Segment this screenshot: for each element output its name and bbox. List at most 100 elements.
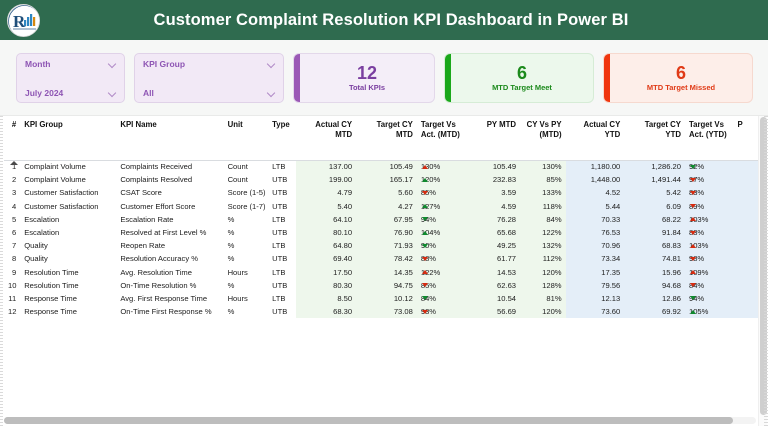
variance-value: 83% (688, 188, 705, 198)
cell-idx: 5 (4, 212, 21, 226)
cell-actual_ytd: 4.52 (565, 186, 625, 200)
column-header-cyvspy_mtd[interactable]: CY Vs PY (MTD) (520, 116, 566, 161)
variance-value: 83% (688, 227, 705, 237)
cell-target_ytd: 69.92 (624, 305, 685, 319)
cell-py_mtd: 232.83 (469, 173, 521, 187)
card-mtd-target-missed[interactable]: 6 MTD Target Missed (603, 52, 753, 103)
kpi-table-header: # KPI Group KPI Name Unit Type Actual CY MTD T… (4, 116, 764, 161)
cell-idx: 12 (4, 305, 21, 319)
cell-actual_mtd: 64.80 (296, 239, 357, 253)
cell-py_mtd: 10.54 (469, 291, 521, 306)
card-accent-bar (445, 53, 451, 102)
cell-tva_mtd: 104% (416, 225, 470, 240)
cell-actual_mtd: 4.79 (296, 186, 357, 200)
sort-ascending-icon[interactable] (10, 161, 18, 165)
column-header-actual_mtd[interactable]: Actual CY MTD (296, 116, 357, 161)
vertical-scrollbar-thumb[interactable] (760, 117, 767, 415)
cell-actual_ytd: 17.35 (565, 265, 625, 279)
arrow-down-icon (689, 190, 696, 195)
cell-tva_mtd: 84% (416, 291, 470, 306)
cell-actual_ytd: 12.13 (565, 291, 625, 306)
cell-cyvspy_mtd: 133% (520, 186, 566, 200)
cell-target_mtd: 4.27 (356, 199, 417, 213)
cell-target_ytd: 15.96 (624, 265, 685, 279)
card-mtd-target-missed-value: 6 (675, 62, 686, 83)
cell-target_mtd: 67.95 (356, 212, 417, 226)
cell-cyvspy_mtd: 118% (520, 199, 566, 213)
cell-idx: 9 (4, 265, 21, 279)
table-row[interactable]: 10 Resolution Time On-Time Resolution %% UT… (4, 278, 764, 292)
cell-unit: % (223, 305, 269, 319)
cell-actual_ytd: 73.34 (565, 252, 625, 266)
slicer-month[interactable]: Month July 2024 (16, 52, 125, 103)
card-mtd-target-meet[interactable]: 6 MTD Target Meet (444, 52, 594, 103)
cell-tva_ytd: 109% (684, 265, 734, 279)
table-row[interactable]: 5 Escalation Escalation Rate% LTB 64.10 67.95… (4, 212, 764, 226)
cell-actual_mtd: 80.10 (296, 225, 357, 240)
cell-tva_mtd: 88% (416, 252, 470, 266)
cell-kpi_name: Resolution Accuracy % (116, 252, 224, 266)
arrow-up-icon (421, 230, 428, 235)
cell-tva_mtd: 90% (416, 239, 470, 253)
cell-target_mtd: 105.49 (356, 160, 417, 174)
card-accent-bar (294, 53, 300, 102)
table-row[interactable]: 6 Escalation Resolved at First Level %% UTB… (4, 225, 764, 240)
cell-target_mtd: 94.75 (356, 278, 417, 292)
column-header-actual_ytd[interactable]: Actual CY YTD (565, 116, 625, 161)
cell-kpi_name: Avg. First Response Time (116, 291, 224, 306)
cell-py_mtd: 76.28 (469, 212, 521, 226)
cell-target_ytd: 12.86 (624, 291, 685, 306)
table-row[interactable]: 3 Customer Satisfaction CSAT Score Score (1… (4, 186, 764, 200)
column-header-py_mtd[interactable]: PY MTD (469, 116, 521, 161)
slicer-kpi-group[interactable]: KPI Group All (134, 52, 284, 103)
variance-value: 122% (420, 267, 441, 277)
column-header-tva_mtd[interactable]: Target Vs Act. (MTD) (416, 116, 470, 161)
card-accent-bar (604, 53, 610, 102)
table-row[interactable]: 1 Complaint Volume Complaints Received Coun… (4, 160, 764, 174)
cell-tva_ytd: 103% (684, 239, 734, 253)
column-header-unit[interactable]: Unit (223, 116, 269, 161)
column-header-target_ytd[interactable]: Target CY YTD (624, 116, 685, 161)
column-header-kpi_name[interactable]: KPI Name (116, 116, 224, 161)
chevron-down-icon[interactable] (108, 59, 117, 68)
cell-kpi_group: Quality (20, 239, 117, 253)
cell-type: UTB (268, 252, 297, 266)
company-logo: R (7, 4, 40, 37)
chevron-down-icon[interactable] (108, 88, 117, 97)
cell-unit: Count (223, 160, 269, 174)
table-row[interactable]: 12 Response Time On-Time First Response %%… (4, 305, 764, 319)
table-row[interactable]: 8 Quality Resolution Accuracy %% UTB 69.40 78… (4, 252, 764, 266)
vertical-scrollbar[interactable] (758, 116, 767, 426)
column-header-target_mtd[interactable]: Target CY MTD (356, 116, 417, 161)
chevron-down-icon[interactable] (267, 88, 276, 97)
cell-actual_ytd: 5.44 (565, 199, 625, 213)
table-row[interactable]: 7 Quality Reopen Rate% LTB 64.80 71.93 90% 49.2… (4, 239, 764, 253)
horizontal-scrollbar-thumb[interactable] (4, 417, 734, 424)
table-row[interactable]: 9 Resolution Time Avg. Resolution Time Hour… (4, 265, 764, 279)
cell-actual_ytd: 1,180.00 (565, 160, 625, 174)
cell-tva_mtd: 120% (416, 173, 470, 187)
cell-target_ytd: 94.68 (624, 278, 685, 292)
cell-tva_ytd: 98% (684, 252, 734, 266)
horizontal-scrollbar[interactable] (4, 417, 756, 424)
cell-type: UTB (268, 199, 297, 213)
variance-value: 103% (688, 241, 709, 251)
table-row[interactable]: 11 Response Time Avg. First Response Time H… (4, 291, 764, 306)
column-header-type[interactable]: Type (268, 116, 297, 161)
table-row[interactable]: 4 Customer Satisfaction Customer Effort Sc… (4, 199, 764, 213)
table-row[interactable]: 2 Complaint Volume Complaints Resolved Coun… (4, 173, 764, 187)
arrow-down-icon (689, 296, 696, 301)
column-header-idx[interactable]: # (4, 116, 21, 161)
arrow-down-icon (421, 309, 428, 314)
cell-cyvspy_mtd: 122% (520, 225, 566, 240)
card-total-kpis-value: 12 (356, 62, 378, 83)
cell-actual_mtd: 80.30 (296, 278, 357, 292)
column-header-tva_ytd[interactable]: Target Vs Act. (YTD) (684, 116, 734, 161)
cell-unit: Score (1-5) (223, 186, 269, 200)
card-total-kpis[interactable]: 12 Total KPIs (293, 52, 435, 103)
chevron-down-icon[interactable] (267, 59, 276, 68)
page-title: Customer Complaint Resolution KPI Dashbo… (153, 10, 629, 29)
column-header-kpi_group[interactable]: KPI Group (20, 116, 117, 161)
cell-kpi_name: CSAT Score (116, 186, 224, 200)
